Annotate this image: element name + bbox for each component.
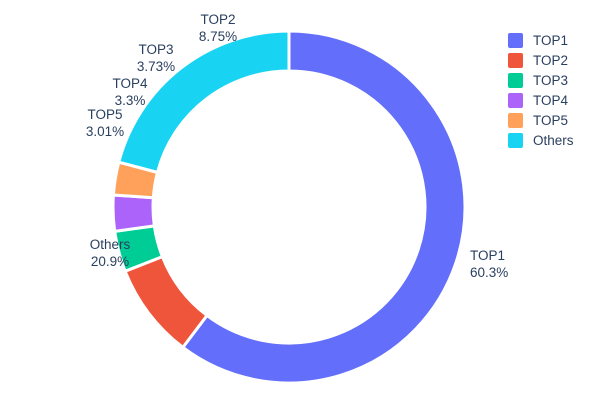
pie-label-percent: 3.3%: [115, 93, 146, 108]
pie-label-top2: TOP2 8.75%: [199, 12, 237, 44]
legend-swatch-icon: [508, 32, 523, 48]
legend-swatch-icon: [508, 52, 523, 68]
pie-label-others: Others 20.9%: [90, 237, 131, 269]
pie-label-percent: 20.9%: [91, 254, 129, 269]
legend-swatch-icon: [508, 132, 523, 148]
pie-label-top5: TOP5 3.01%: [86, 107, 124, 139]
pie-slice-labels-group: TOP1 60.3% TOP2 8.75% TOP3 3.73% TOP4 3.3%TOP5 3…: [86, 12, 508, 280]
legend-swatch-icon: [508, 92, 523, 108]
legend-item-label: TOP3: [533, 72, 569, 88]
pie-slice-others[interactable]: [117, 29, 291, 174]
pie-label-top1: TOP1 60.3%: [470, 248, 508, 280]
pie-slice-top2[interactable]: [123, 255, 209, 349]
chart-legend: TOP1 TOP2 TOP3 TOP4 TOP5 Others: [508, 30, 574, 150]
legend-swatch-icon: [508, 72, 523, 88]
legend-item-label: TOP2: [533, 52, 569, 68]
pie-label-percent: 60.3%: [470, 265, 508, 280]
pie-label-name: Others: [90, 237, 131, 252]
pie-label-percent: 3.73%: [137, 59, 175, 74]
pie-label-name: TOP1: [470, 248, 505, 263]
legend-item-top5[interactable]: TOP5: [508, 110, 574, 130]
legend-item-label: TOP1: [533, 32, 569, 48]
legend-item-top4[interactable]: TOP4: [508, 90, 574, 110]
legend-item-top3[interactable]: TOP3: [508, 70, 574, 90]
legend-item-others[interactable]: Others: [508, 130, 574, 150]
legend-item-top2[interactable]: TOP2: [508, 50, 574, 70]
pie-label-name: TOP2: [200, 12, 235, 27]
pie-label-percent: 3.01%: [86, 124, 124, 139]
pie-label-name: TOP5: [87, 107, 122, 122]
pie-slice-top1[interactable]: [181, 29, 467, 385]
pie-label-percent: 8.75%: [199, 29, 237, 44]
legend-item-top1[interactable]: TOP1: [508, 30, 574, 50]
legend-item-label: TOP5: [533, 112, 569, 128]
pie-label-name: TOP3: [138, 42, 173, 57]
pie-slice-top4[interactable]: [111, 193, 156, 233]
pie-label-top4: TOP4 3.3%: [112, 76, 148, 108]
pie-label-name: TOP4: [112, 76, 148, 91]
legend-swatch-icon: [508, 112, 523, 128]
pie-label-top3: TOP3 3.73%: [137, 42, 175, 74]
pie-slices-group: [111, 29, 467, 385]
legend-item-label: Others: [533, 132, 574, 148]
legend-item-label: TOP4: [533, 92, 569, 108]
